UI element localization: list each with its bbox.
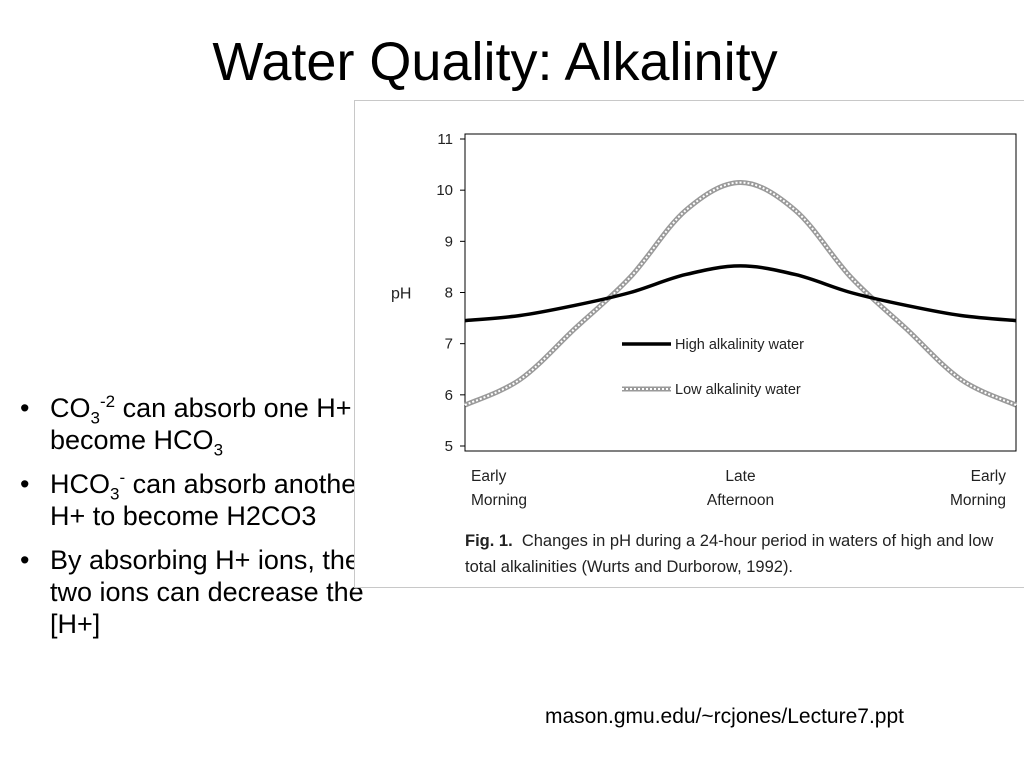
bullet-text-segment: 3 [213, 440, 224, 460]
caption-label: Fig. 1. [465, 532, 513, 550]
bullet-marker: • [20, 469, 30, 499]
bullet-text-segment: By absorbing H+ ions, these two ions can… [50, 545, 389, 639]
y-tick-label: 6 [445, 387, 453, 404]
bullet-text-segment: 3 [90, 408, 100, 428]
bullet-marker: • [20, 393, 30, 423]
y-axis-label: pH [391, 286, 411, 303]
source-citation: mason.gmu.edu/~rcjones/Lecture7.ppt [545, 705, 904, 728]
bullet-marker: • [20, 545, 30, 575]
bullet-text-segment: - [119, 468, 126, 487]
series-line-high-alkalinity [464, 264, 1017, 323]
x-tick-label: Early [971, 468, 1007, 485]
x-tick-label: Afternoon [707, 492, 774, 509]
figure-panel: 5 6 7 8 9 10 11 pH Early Morning Late Afternoon Earl… [354, 100, 1024, 588]
bullet-text-segment: CO [50, 393, 91, 423]
y-tick-label: 7 [445, 336, 453, 353]
y-tick-label: 11 [437, 131, 453, 148]
x-tick-label: Morning [471, 492, 527, 509]
bullet-text-segment: -2 [99, 392, 116, 411]
bullet-text-segment: 3 [110, 484, 120, 504]
bullet-list: • CO3-2 can absorb one H+ to become HCO3 •… [16, 392, 396, 652]
y-tick-label: 9 [445, 233, 453, 250]
legend-label: Low alkalinity water [675, 382, 801, 398]
x-tick-label: Late [725, 468, 755, 485]
figure-caption: Fig. 1. Changes in pH during a 24-hour p… [465, 528, 1024, 580]
bullet-item: • HCO3- can absorb another H+ to become H… [16, 468, 396, 532]
series-line-low-alkalinity [463, 179, 1018, 408]
bullet-text-segment: can absorb another H+ to become H2CO3 [50, 469, 366, 531]
bullet-item: • By absorbing H+ ions, these two ions ca… [16, 544, 396, 640]
y-tick-label: 10 [436, 182, 453, 199]
y-tick-label: 5 [445, 438, 453, 455]
series-line-low-alkalinity-dots [464, 181, 1017, 407]
bullet-text-segment: can absorb one H+ to become HCO [50, 393, 382, 455]
legend-label: High alkalinity water [675, 337, 804, 353]
caption-text: Changes in pH during a 24-hour period in… [465, 532, 994, 576]
bullet-item: • CO3-2 can absorb one H+ to become HCO3 [16, 392, 396, 460]
x-tick-label: Early [471, 468, 507, 485]
slide-title: Water Quality: Alkalinity [212, 32, 778, 92]
x-tick-label: Morning [950, 492, 1006, 509]
ph-chart: 5 6 7 8 9 10 11 pH Early Morning Late Afternoon Earl… [391, 131, 1018, 509]
y-tick-label: 8 [445, 285, 453, 302]
bullet-text-segment: HCO [50, 469, 110, 499]
